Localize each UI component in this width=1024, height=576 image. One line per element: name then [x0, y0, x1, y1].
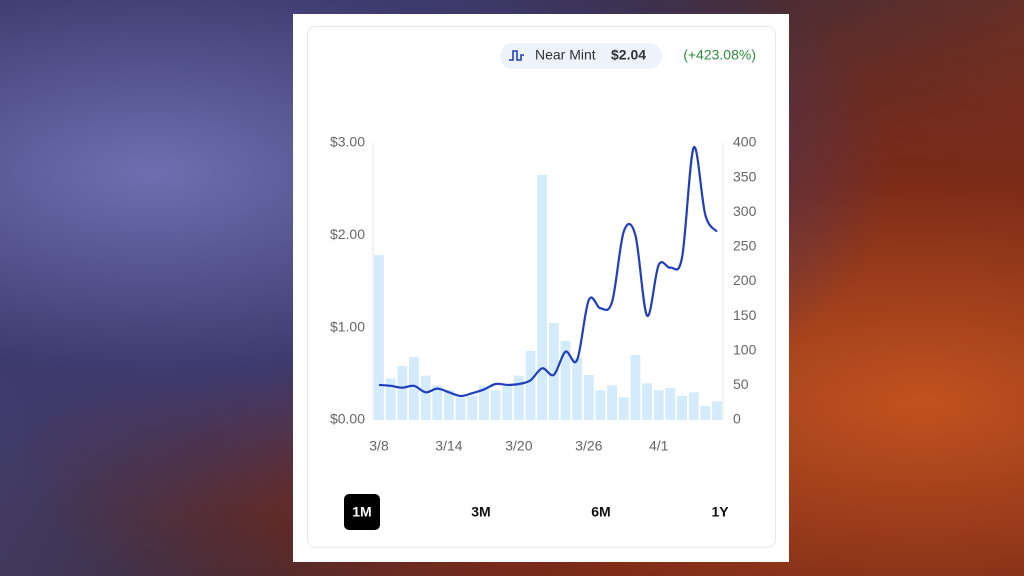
volume-bar: [537, 174, 548, 420]
price-line: [378, 146, 718, 398]
y2-tick-label: 250: [733, 238, 757, 254]
legend-icon: [509, 50, 524, 61]
y2-tick-label: 400: [733, 134, 757, 150]
x-tick-label: 3/20: [505, 438, 532, 454]
volume-bar: [374, 255, 384, 420]
volume-bar: [548, 323, 559, 420]
volume-bar: [385, 378, 396, 420]
legend-name: Near Mint: [535, 47, 596, 63]
volume-bar: [653, 390, 664, 420]
volume-bar: [502, 386, 513, 420]
y-tick-label: $2.00: [330, 226, 365, 242]
range-button-bg[interactable]: [344, 494, 380, 530]
x-tick-label: 4/1: [649, 438, 669, 454]
volume-bar: [665, 388, 676, 420]
range-button[interactable]: 1Y: [711, 504, 729, 520]
y2-tick-label: 100: [733, 341, 757, 357]
volume-bar: [525, 350, 536, 420]
volume-bar: [583, 374, 594, 420]
y2-tick-label: 200: [733, 272, 757, 288]
volume-bar: [444, 390, 454, 420]
legend-price: $2.04: [611, 47, 646, 63]
x-tick-label: 3/26: [575, 438, 602, 454]
volume-bar: [618, 397, 629, 420]
legend-pill: [500, 43, 662, 69]
x-tick-label: 3/14: [435, 438, 462, 454]
volume-bar: [607, 385, 617, 420]
volume-bar: [467, 395, 478, 420]
volume-bar: [479, 386, 489, 420]
range-button[interactable]: 1M: [352, 504, 371, 520]
volume-bar: [513, 375, 524, 420]
range-button[interactable]: 6M: [591, 504, 610, 520]
y2-tick-label: 50: [733, 376, 749, 392]
volume-bar: [642, 383, 652, 420]
volume-bar: [420, 375, 431, 420]
volume-bar: [630, 354, 641, 420]
volume-bar: [572, 357, 583, 420]
y-tick-label: $1.00: [330, 318, 365, 334]
volume-bar: [560, 341, 571, 420]
volume-bar: [455, 397, 466, 420]
volume-bar: [712, 401, 722, 420]
range-buttons: 1M 3M 6M 1Y: [344, 494, 729, 530]
volume-bar: [700, 406, 711, 420]
legend-change: (+423.08%): [683, 47, 756, 63]
volume-bar: [688, 392, 699, 420]
y-tick-label: $3.00: [330, 134, 365, 150]
y2-tick-label: 150: [733, 307, 757, 323]
y2-tick-label: 350: [733, 168, 757, 184]
y2-tick-label: 0: [733, 411, 741, 427]
y2-tick-label: 300: [733, 203, 757, 219]
volume-bar: [490, 390, 501, 420]
y-tick-label: $0.00: [330, 411, 365, 427]
volume-bar: [409, 356, 419, 420]
volume-bar: [432, 385, 443, 420]
volume-bar: [397, 365, 408, 420]
volume-bar: [677, 395, 687, 420]
range-button[interactable]: 3M: [471, 504, 490, 520]
x-tick-label: 3/8: [369, 438, 389, 454]
volume-bar: [595, 390, 606, 420]
